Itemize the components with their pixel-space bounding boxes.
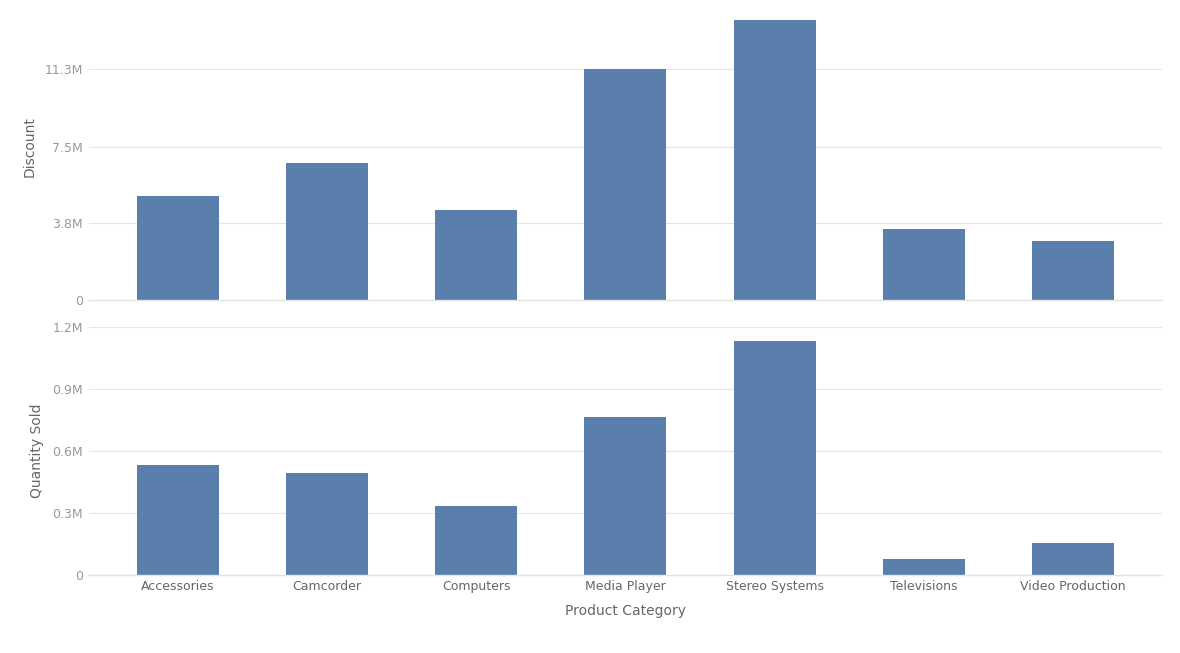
Bar	[137, 196, 219, 300]
X-axis label: Product Category: Product Category	[565, 604, 686, 618]
Bar	[584, 69, 667, 300]
Y-axis label: Quantity Sold: Quantity Sold	[30, 404, 44, 498]
Bar	[286, 163, 368, 300]
Bar	[1031, 241, 1114, 300]
Bar	[734, 341, 815, 575]
Bar	[286, 473, 368, 575]
Bar	[883, 559, 965, 575]
Bar	[883, 229, 965, 300]
Bar	[137, 465, 219, 575]
Y-axis label: Discount: Discount	[22, 116, 37, 178]
Bar	[734, 20, 815, 300]
Bar	[584, 417, 667, 575]
Bar	[1031, 543, 1114, 575]
Bar	[435, 507, 517, 575]
Bar	[435, 210, 517, 300]
